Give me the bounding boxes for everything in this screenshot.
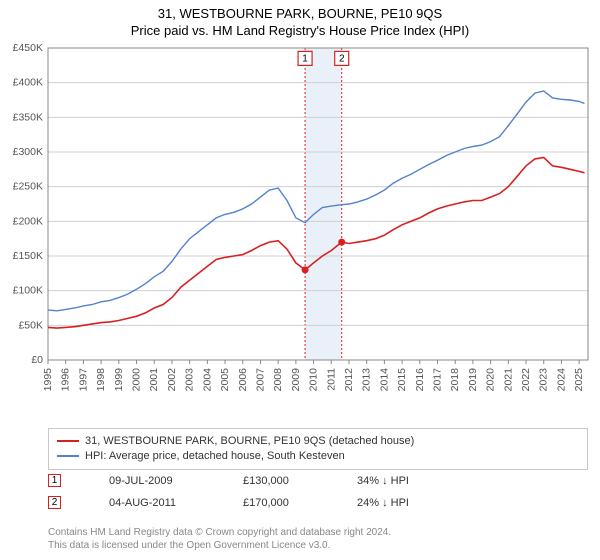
footer-attribution: Contains HM Land Registry data © Crown c… bbox=[48, 527, 391, 552]
svg-text:2025: 2025 bbox=[573, 368, 585, 392]
svg-text:2010: 2010 bbox=[308, 368, 320, 392]
svg-text:2: 2 bbox=[339, 53, 345, 64]
svg-text:2017: 2017 bbox=[432, 368, 444, 392]
svg-text:1996: 1996 bbox=[60, 368, 72, 392]
svg-text:2022: 2022 bbox=[520, 368, 532, 392]
svg-text:£250K: £250K bbox=[13, 181, 43, 193]
chart-subtitle: Price paid vs. HM Land Registry's House … bbox=[0, 23, 600, 42]
chart-container: 31, WESTBOURNE PARK, BOURNE, PE10 9QS Pr… bbox=[0, 0, 600, 560]
transaction-delta: 34% ↓ HPI bbox=[357, 475, 409, 487]
legend-swatch bbox=[57, 455, 79, 457]
legend-item: HPI: Average price, detached house, Sout… bbox=[57, 448, 579, 463]
svg-text:2005: 2005 bbox=[219, 368, 231, 392]
svg-text:2003: 2003 bbox=[184, 368, 196, 392]
svg-text:2011: 2011 bbox=[325, 368, 337, 391]
svg-text:2023: 2023 bbox=[538, 368, 550, 392]
transaction-row: 1 09-JUL-2009 £130,000 34% ↓ HPI bbox=[48, 474, 588, 487]
svg-text:1999: 1999 bbox=[113, 368, 125, 392]
svg-text:1997: 1997 bbox=[77, 368, 89, 392]
svg-text:2020: 2020 bbox=[485, 368, 497, 392]
transaction-row: 2 04-AUG-2011 £170,000 24% ↓ HPI bbox=[48, 496, 588, 509]
legend-item: 31, WESTBOURNE PARK, BOURNE, PE10 9QS (d… bbox=[57, 433, 579, 448]
svg-text:2019: 2019 bbox=[467, 368, 479, 392]
chart-title: 31, WESTBOURNE PARK, BOURNE, PE10 9QS bbox=[0, 0, 600, 23]
svg-text:2004: 2004 bbox=[201, 368, 213, 392]
transaction-date: 04-AUG-2011 bbox=[109, 497, 229, 509]
svg-text:£0: £0 bbox=[31, 354, 43, 366]
svg-text:2016: 2016 bbox=[414, 368, 426, 392]
legend-swatch bbox=[57, 440, 79, 442]
svg-text:2015: 2015 bbox=[396, 368, 408, 392]
legend-label: 31, WESTBOURNE PARK, BOURNE, PE10 9QS (d… bbox=[85, 435, 414, 447]
svg-text:£100K: £100K bbox=[13, 285, 43, 297]
svg-text:2013: 2013 bbox=[361, 368, 373, 392]
svg-text:2014: 2014 bbox=[378, 368, 390, 392]
transaction-price: £170,000 bbox=[243, 497, 343, 509]
svg-text:2012: 2012 bbox=[343, 368, 355, 392]
svg-text:1998: 1998 bbox=[95, 368, 107, 392]
transaction-price: £130,000 bbox=[243, 475, 343, 487]
svg-text:£450K: £450K bbox=[13, 42, 43, 54]
svg-text:£350K: £350K bbox=[13, 111, 43, 123]
chart-svg: £0£50K£100K£150K£200K£250K£300K£350K£400… bbox=[48, 48, 588, 390]
svg-text:£50K: £50K bbox=[18, 319, 43, 331]
legend-label: HPI: Average price, detached house, Sout… bbox=[85, 450, 345, 462]
svg-text:£200K: £200K bbox=[13, 215, 43, 227]
svg-text:1995: 1995 bbox=[42, 368, 54, 392]
svg-text:2018: 2018 bbox=[449, 368, 461, 392]
svg-text:2024: 2024 bbox=[555, 368, 567, 392]
footer-line: Contains HM Land Registry data © Crown c… bbox=[48, 527, 391, 540]
svg-text:2009: 2009 bbox=[290, 368, 302, 392]
svg-text:£400K: £400K bbox=[13, 77, 43, 89]
transaction-marker: 1 bbox=[48, 474, 61, 487]
svg-text:2001: 2001 bbox=[148, 368, 160, 392]
svg-text:2000: 2000 bbox=[131, 368, 143, 392]
svg-text:£300K: £300K bbox=[13, 146, 43, 158]
svg-text:2006: 2006 bbox=[237, 368, 249, 392]
transaction-marker: 2 bbox=[48, 496, 61, 509]
svg-text:£150K: £150K bbox=[13, 250, 43, 262]
svg-text:1: 1 bbox=[302, 53, 308, 64]
footer-line: This data is licensed under the Open Gov… bbox=[48, 540, 391, 553]
legend: 31, WESTBOURNE PARK, BOURNE, PE10 9QS (d… bbox=[48, 428, 588, 470]
svg-text:2008: 2008 bbox=[272, 368, 284, 392]
svg-text:2021: 2021 bbox=[502, 368, 514, 392]
transaction-delta: 24% ↓ HPI bbox=[357, 497, 409, 509]
svg-text:2007: 2007 bbox=[254, 368, 266, 392]
svg-text:2002: 2002 bbox=[166, 368, 178, 392]
transaction-date: 09-JUL-2009 bbox=[109, 475, 229, 487]
